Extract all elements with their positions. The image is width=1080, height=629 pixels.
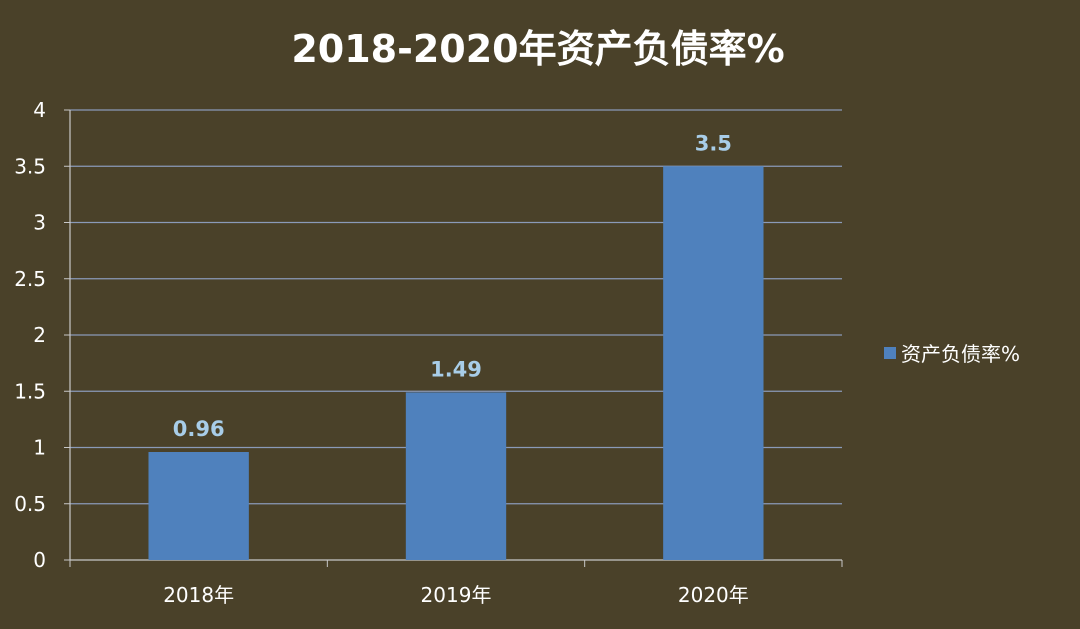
legend-label: 资产负债率%	[901, 342, 1020, 366]
y-tick-label: 1	[33, 436, 46, 460]
bar-2018年	[148, 452, 249, 560]
y-tick-label: 2.5	[14, 267, 46, 291]
bar-2020年	[663, 166, 764, 560]
y-tick-label: 4	[33, 98, 46, 122]
y-tick-label: 2	[33, 323, 46, 347]
y-tick-label: 0	[33, 548, 46, 572]
gridlines	[70, 109, 842, 505]
data-label: 0.96	[173, 417, 225, 441]
y-tick-label: 3.5	[14, 154, 46, 178]
y-tick-label: 1.5	[14, 379, 46, 403]
y-tick-label: 0.5	[14, 492, 46, 516]
legend: 资产负债率%	[884, 342, 1020, 366]
x-category-label: 2020年	[678, 583, 749, 607]
bar-2019年	[405, 392, 507, 560]
x-category-label: 2019年	[421, 583, 492, 607]
legend-swatch	[884, 347, 896, 359]
data-label: 1.49	[430, 357, 482, 381]
x-category-label: 2018年	[163, 583, 234, 607]
data-labels: 0.96 1.49 3.5	[173, 131, 732, 441]
data-label: 3.5	[695, 131, 732, 155]
y-tick-label: 3	[33, 211, 46, 235]
chart-title: 2018-2020年资产负债率%	[291, 27, 784, 71]
bars	[148, 166, 764, 560]
